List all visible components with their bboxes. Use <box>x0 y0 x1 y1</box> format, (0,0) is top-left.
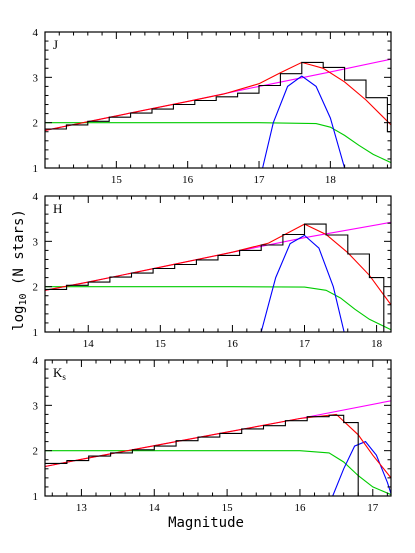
series-total-model <box>45 61 391 131</box>
x-tick-label: 17 <box>254 174 266 186</box>
y-axis-label: log10 (N stars) <box>11 209 29 331</box>
x-tick-label: 15 <box>222 502 234 514</box>
x-tick-label: 13 <box>76 502 88 514</box>
y-tick-label: 1 <box>33 491 39 503</box>
series-observed-histogram <box>45 61 391 133</box>
x-tick-label: 14 <box>149 502 161 514</box>
series-gaussian <box>260 234 345 332</box>
panel-j-band: 15 16 17 18 1 2 3 4 J <box>33 27 392 186</box>
y-tick-label: 3 <box>33 72 39 84</box>
x-tick-label: 17 <box>299 338 311 350</box>
panel-label: J <box>53 37 58 52</box>
x-axis-label: Magnitude <box>168 515 244 531</box>
y-tick-label: 1 <box>33 163 39 175</box>
series-observed-histogram <box>45 414 381 496</box>
series-total-model <box>45 413 391 479</box>
panel-label: Ks <box>53 365 66 382</box>
series-observed-histogram <box>45 223 391 332</box>
panel-ks-band: 13 14 15 16 17 1 2 3 4 Ks <box>33 355 392 514</box>
plot-frame <box>44 31 392 169</box>
series-total-model <box>45 223 391 306</box>
y-tick-label: 3 <box>33 236 39 248</box>
y-tick-label: 2 <box>33 446 39 458</box>
x-tick-label: 18 <box>325 174 337 186</box>
y-tick-label: 2 <box>33 118 39 130</box>
x-tick-label: 15 <box>111 174 123 186</box>
x-tick-label: 17 <box>367 502 379 514</box>
y-tick-label: 1 <box>33 327 39 339</box>
series-group <box>45 400 391 496</box>
y-tick-label: 4 <box>33 27 39 39</box>
series-completeness <box>45 450 391 496</box>
x-tick-label: 14 <box>83 338 95 350</box>
series-completeness <box>45 286 391 331</box>
series-completeness <box>45 122 391 164</box>
x-tick-label: 15 <box>155 338 167 350</box>
series-gaussian <box>332 440 391 496</box>
series-group <box>45 58 391 168</box>
panel-h-band: 14 15 16 17 18 1 2 3 4 H <box>33 191 392 350</box>
plot-frame <box>44 359 392 497</box>
y-tick-label: 2 <box>33 282 39 294</box>
x-tick-label: 16 <box>294 502 306 514</box>
series-gaussian <box>262 75 346 168</box>
y-tick-label: 3 <box>33 400 39 412</box>
panel-label: H <box>53 201 62 216</box>
x-tick-label: 16 <box>182 174 194 186</box>
y-tick-label: 4 <box>33 191 39 203</box>
x-tick-label: 18 <box>371 338 383 350</box>
x-tick-label: 16 <box>227 338 239 350</box>
y-tick-label: 4 <box>33 355 39 367</box>
series-group <box>45 221 391 332</box>
